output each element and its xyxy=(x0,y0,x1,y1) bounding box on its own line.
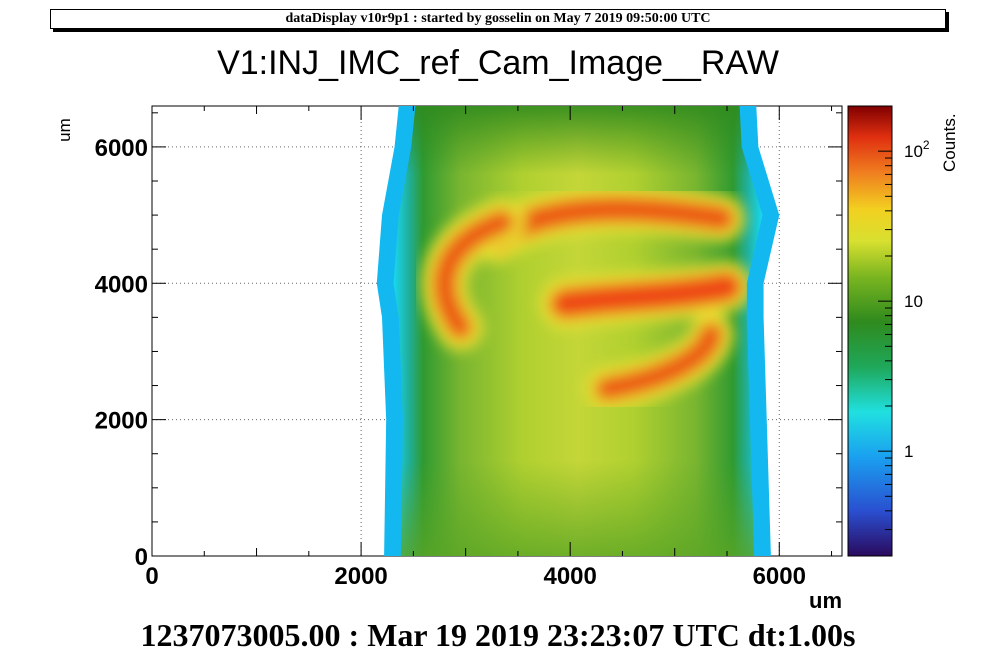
colorbar-tick-label: 10 xyxy=(904,292,923,311)
timestamp-footer: 1237073005.00 : Mar 19 2019 23:23:07 UTC… xyxy=(140,617,856,653)
colorbar-ticks: 1 10 102 xyxy=(878,105,930,557)
y-tick-label: 0 xyxy=(135,544,148,571)
center-bar xyxy=(549,271,742,319)
colorbar-tick-label: 102 xyxy=(904,138,930,161)
y-axis: 0 2000 4000 6000 xyxy=(95,112,842,571)
y-tick-label: 4000 xyxy=(95,271,148,298)
arc-lower xyxy=(594,322,724,401)
y-tick-label: 6000 xyxy=(95,135,148,162)
y-axis-label: um xyxy=(55,118,74,142)
y-tick-label: 2000 xyxy=(95,408,148,435)
x-axis-label: um xyxy=(809,588,842,613)
arc-left xyxy=(432,209,515,340)
info-banner: dataDisplay v10r9p1 : started by gosseli… xyxy=(50,9,946,29)
beam-bottom-shade xyxy=(393,460,763,556)
colorbar-label: Counts. xyxy=(940,113,959,172)
x-tick-label: 0 xyxy=(145,563,158,590)
colorbar xyxy=(847,105,893,557)
x-axis: 0 2000 4000 6000 xyxy=(145,106,833,590)
x-tick-label: 6000 xyxy=(753,563,806,590)
beam-top-shade xyxy=(393,106,763,175)
colorbar-tick-label: 1 xyxy=(904,442,913,461)
beam-image xyxy=(376,106,780,556)
beam-arcs xyxy=(421,186,752,411)
x-tick-label: 2000 xyxy=(334,563,387,590)
chart-title: V1:INJ_IMC_ref_Cam_Image__RAW xyxy=(217,44,779,82)
x-tick-label: 4000 xyxy=(543,563,596,590)
